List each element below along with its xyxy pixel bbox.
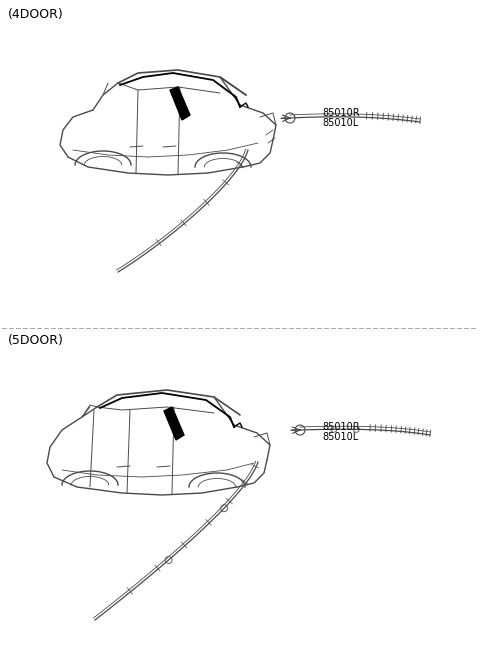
Text: 85010L: 85010L xyxy=(322,432,358,442)
Text: (4DOOR): (4DOOR) xyxy=(8,8,64,21)
Polygon shape xyxy=(164,407,184,440)
Text: 85010R: 85010R xyxy=(322,108,360,118)
Polygon shape xyxy=(170,87,190,120)
Text: 85010R: 85010R xyxy=(322,422,360,432)
Text: 85010L: 85010L xyxy=(322,118,358,128)
Text: (5DOOR): (5DOOR) xyxy=(8,334,64,347)
